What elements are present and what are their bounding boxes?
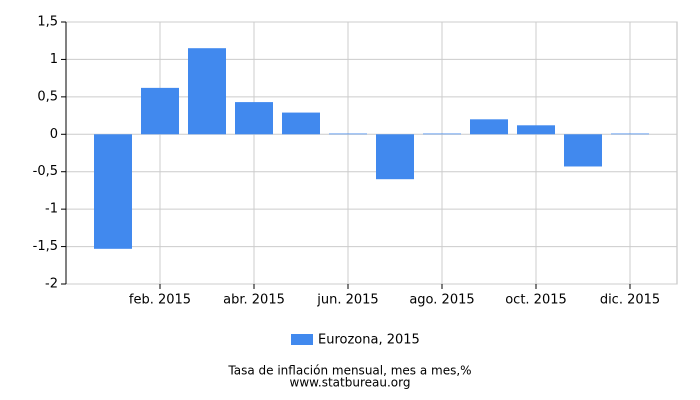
y-tick-label: 1,5 <box>37 15 58 30</box>
bar <box>423 133 461 135</box>
bar <box>329 133 367 135</box>
bar <box>94 134 132 249</box>
bar <box>611 133 649 135</box>
x-tick-label: abr. 2015 <box>223 293 285 308</box>
x-tick-label: feb. 2015 <box>129 293 191 308</box>
y-tick-label: -2 <box>45 277 58 292</box>
legend-swatch <box>291 334 313 345</box>
y-tick-label: -1,5 <box>33 239 58 254</box>
source: www.statbureau.org <box>290 376 411 390</box>
bar <box>470 119 508 135</box>
y-tick-label: 1 <box>50 52 58 67</box>
x-tick-label: ago. 2015 <box>409 293 474 308</box>
bar <box>282 112 320 135</box>
y-tick-label: 0 <box>50 127 58 142</box>
chart-title: Tasa de inflación mensual, mes a mes,% <box>227 364 471 378</box>
bar <box>564 134 602 167</box>
bar <box>188 48 226 135</box>
bar <box>517 125 555 135</box>
bar <box>141 87 179 135</box>
y-tick-label: 0,5 <box>37 89 58 104</box>
y-tick-label: -0,5 <box>33 164 58 179</box>
x-tick-label: dic. 2015 <box>600 293 660 308</box>
bar <box>376 134 414 180</box>
legend-label: Eurozona, 2015 <box>318 333 420 348</box>
x-tick-label: jun. 2015 <box>316 293 378 308</box>
x-tick-label: oct. 2015 <box>505 293 567 308</box>
y-tick-label: -1 <box>45 202 58 217</box>
bar <box>235 102 273 135</box>
